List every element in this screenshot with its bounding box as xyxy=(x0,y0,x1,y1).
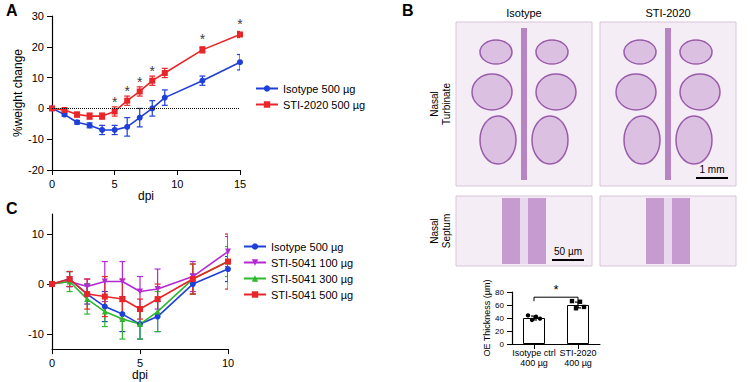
svg-text:15: 15 xyxy=(234,178,246,190)
svg-text:*: * xyxy=(137,74,143,90)
svg-text:Septum: Septum xyxy=(441,214,452,248)
svg-text:0: 0 xyxy=(38,278,44,290)
svg-text:Isotype ctrl: Isotype ctrl xyxy=(512,348,556,358)
svg-text:10: 10 xyxy=(222,357,234,369)
svg-text:C: C xyxy=(6,200,18,217)
svg-text:60: 60 xyxy=(495,301,504,310)
svg-text:STI-2020: STI-2020 xyxy=(645,7,690,19)
svg-text:Isotype: Isotype xyxy=(506,7,541,19)
svg-text:10: 10 xyxy=(32,72,44,84)
svg-text:%weight change: %weight change xyxy=(11,49,25,137)
svg-text:Isotype 500 µg: Isotype 500 µg xyxy=(271,241,343,253)
svg-text:Turbinate: Turbinate xyxy=(441,83,452,125)
svg-text:5: 5 xyxy=(112,178,118,190)
svg-text:STI-5041 300 µg: STI-5041 300 µg xyxy=(271,273,353,285)
svg-text:*: * xyxy=(553,282,558,297)
svg-text:0: 0 xyxy=(38,102,44,114)
svg-text:-20: -20 xyxy=(28,164,44,176)
svg-text:10: 10 xyxy=(32,228,44,240)
svg-text:*: * xyxy=(150,63,156,79)
svg-text:Nasal: Nasal xyxy=(429,91,440,117)
svg-text:OE Thickness (µm): OE Thickness (µm) xyxy=(482,279,492,356)
svg-text:-10: -10 xyxy=(28,133,44,145)
svg-text:40: 40 xyxy=(495,314,504,323)
svg-text:20: 20 xyxy=(32,41,44,53)
svg-text:Isotype 500 µg: Isotype 500 µg xyxy=(283,83,355,95)
svg-text:5: 5 xyxy=(137,357,143,369)
svg-text:STI-2020: STI-2020 xyxy=(559,348,596,358)
svg-text:STI-2020 500 µg: STI-2020 500 µg xyxy=(283,99,365,111)
svg-text:dpi: dpi xyxy=(138,189,154,203)
svg-text:20: 20 xyxy=(495,327,504,336)
svg-text:*: * xyxy=(112,94,118,110)
svg-text:Nasal: Nasal xyxy=(429,218,440,244)
svg-text:400 µg: 400 µg xyxy=(520,358,548,368)
svg-text:400 µg: 400 µg xyxy=(564,358,592,368)
svg-text:80: 80 xyxy=(495,288,504,297)
svg-text:*: * xyxy=(124,83,130,99)
svg-text:A: A xyxy=(6,2,18,19)
svg-text:STI-5041 500 µg: STI-5041 500 µg xyxy=(271,289,353,301)
svg-text:B: B xyxy=(402,2,414,19)
svg-text:*: * xyxy=(237,16,243,32)
svg-text:0: 0 xyxy=(49,178,55,190)
svg-text:10: 10 xyxy=(171,178,183,190)
svg-text:1 mm: 1 mm xyxy=(700,164,725,175)
svg-text:STI-5041 100 µg: STI-5041 100 µg xyxy=(271,257,353,269)
svg-text:0: 0 xyxy=(49,357,55,369)
svg-text:-10: -10 xyxy=(28,328,44,340)
svg-text:*: * xyxy=(200,31,206,47)
svg-text:dpi: dpi xyxy=(132,368,148,382)
svg-text:0: 0 xyxy=(500,340,505,349)
svg-text:30: 30 xyxy=(32,10,44,22)
svg-text:50 µm: 50 µm xyxy=(554,246,582,257)
